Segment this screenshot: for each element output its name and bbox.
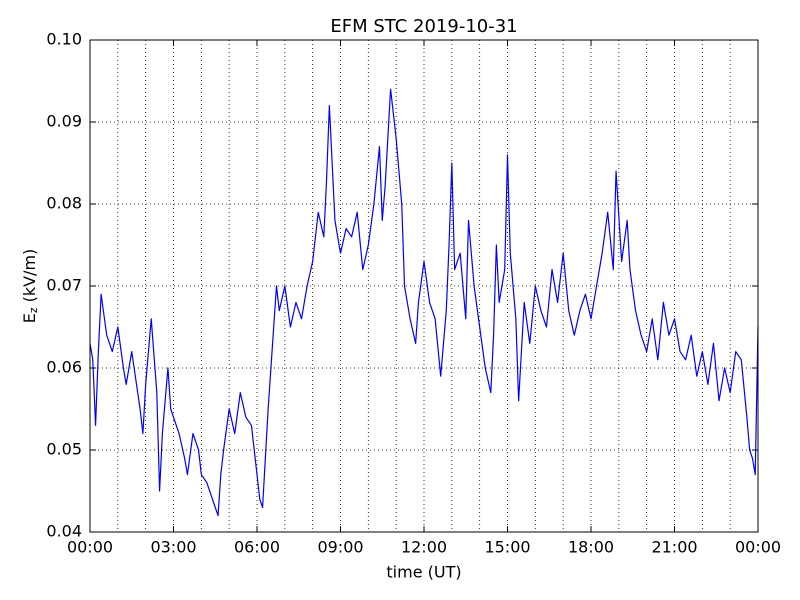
x-tick-label: 03:00 — [150, 538, 196, 557]
y-tick-label: 0.10 — [46, 30, 82, 49]
y-tick-label: 0.04 — [46, 522, 82, 541]
y-tick-label: 0.09 — [46, 112, 82, 131]
y-label-unit: (kV/m) — [20, 249, 39, 303]
x-tick-label: 18:00 — [568, 538, 614, 557]
x-tick-label: 00:00 — [67, 538, 113, 557]
x-tick-label: 15:00 — [484, 538, 530, 557]
chart-title: EFM STC 2019-10-31 — [330, 16, 517, 37]
x-tick-label: 00:00 — [735, 538, 781, 557]
y-tick-label: 0.08 — [46, 194, 82, 213]
y-tick-label: 0.07 — [46, 276, 82, 295]
data-line — [89, 88, 759, 517]
x-tick-label: 12:00 — [401, 538, 447, 557]
y-label-main: E — [20, 313, 39, 323]
x-axis-label: time (UT) — [386, 563, 461, 582]
y-tick-label: 0.05 — [46, 440, 82, 459]
y-tick-label: 0.06 — [46, 358, 82, 377]
x-tick-label: 06:00 — [234, 538, 280, 557]
y-axis-label: Ez (kV/m) — [20, 249, 41, 324]
y-label-sub: z — [27, 307, 40, 313]
x-tick-label: 09:00 — [317, 538, 363, 557]
x-tick-label: 21:00 — [651, 538, 697, 557]
plot-frame — [89, 39, 759, 533]
